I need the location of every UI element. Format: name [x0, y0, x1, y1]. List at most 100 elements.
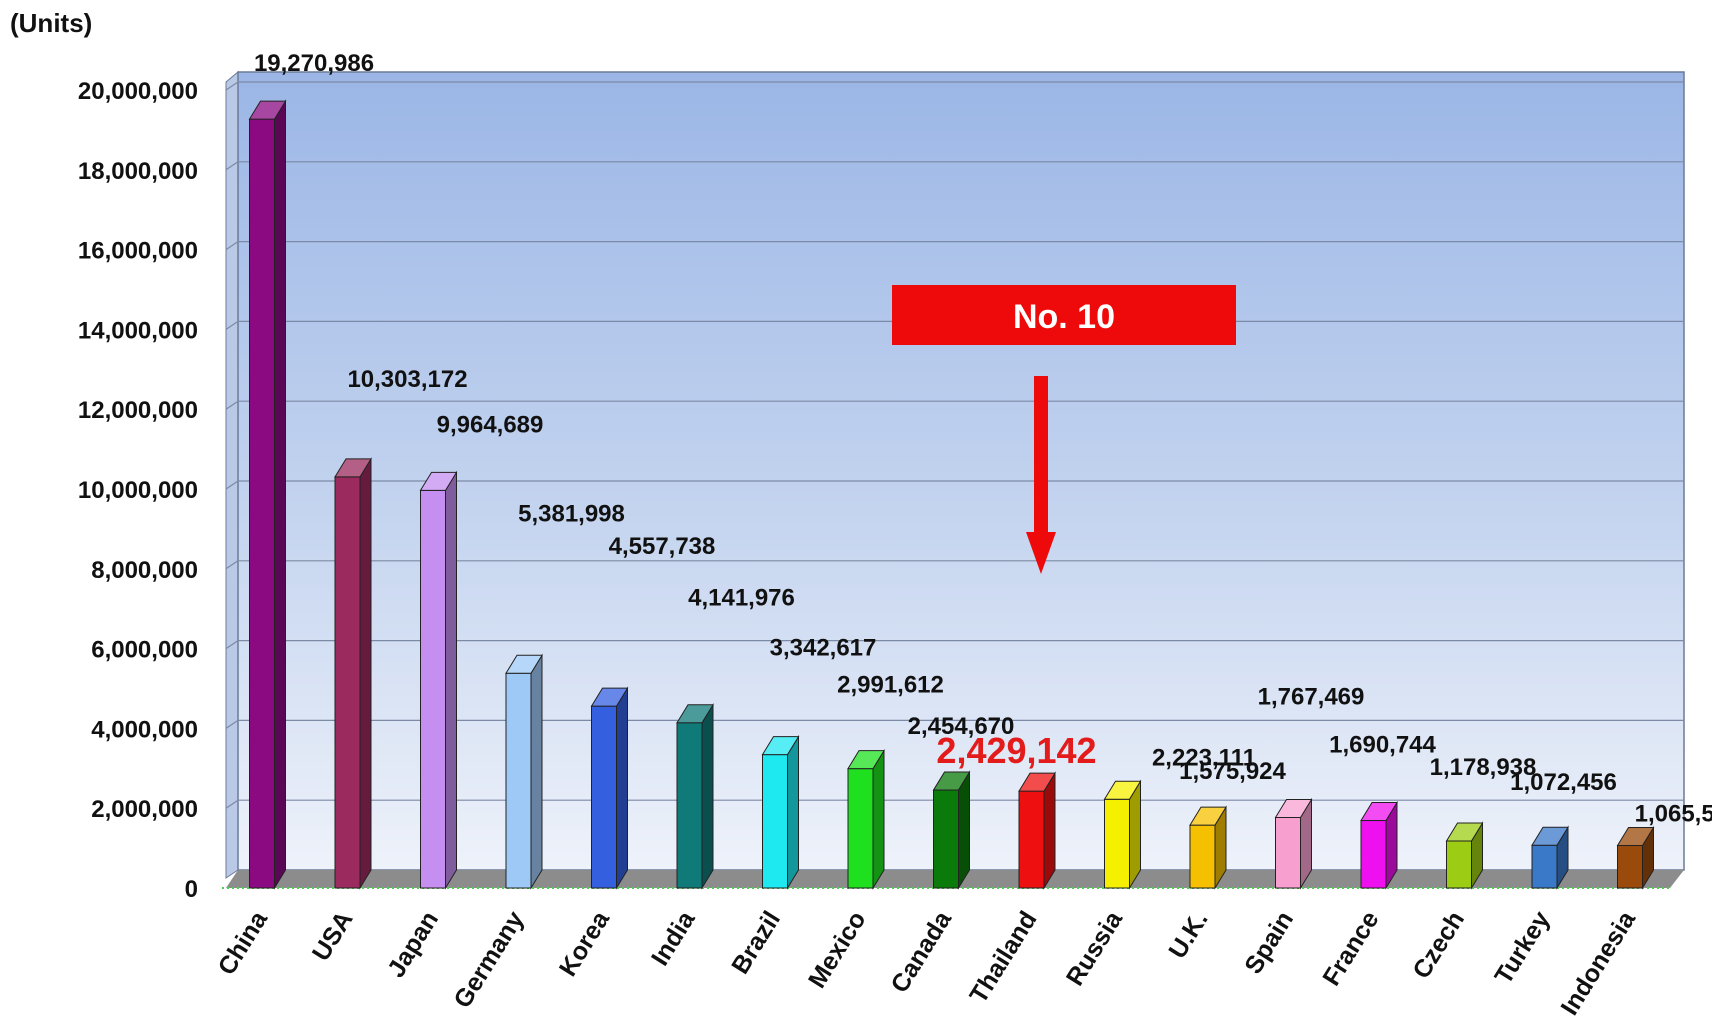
bar-indonesia: [1616, 825, 1655, 890]
data-label-canada: 2,454,670: [908, 713, 1015, 740]
x-tick-label-russia: Russia: [1061, 905, 1129, 990]
y-tick-label: 6,000,000: [91, 637, 198, 664]
bar-side: [616, 686, 628, 890]
x-tick-label-turkey: Turkey: [1489, 906, 1555, 989]
data-label-brazil: 3,342,617: [770, 635, 877, 662]
bar-top: [1018, 772, 1056, 792]
y-tick-label: 16,000,000: [78, 238, 198, 265]
y-axis-ticks: 0 2,000,000 4,000,000 6,000,000 8,000,000 10,…: [78, 78, 198, 903]
bar-germany: [505, 653, 543, 890]
gridline-side: [225, 161, 239, 171]
bar-top: [590, 687, 629, 707]
plot-area: [225, 70, 1685, 879]
bar-front: [1617, 844, 1643, 889]
bar-front: [1446, 840, 1472, 889]
bar-side: [445, 470, 457, 890]
bar-top: [1616, 826, 1655, 846]
y-axis-unit-label: (Units): [10, 8, 92, 38]
data-label-mexico: 2,991,612: [837, 672, 944, 699]
y-tick-label: 18,000,000: [78, 158, 198, 185]
data-label-spain: 1,767,469: [1258, 683, 1365, 710]
data-label-japan: 9,964,689: [437, 411, 544, 438]
bar-front: [1275, 816, 1301, 889]
data-label-france: 1,690,744: [1329, 732, 1436, 759]
bar-top: [1360, 802, 1398, 822]
data-label-czech: 1,178,938: [1430, 754, 1537, 781]
y-tick-label: 2,000,000: [91, 796, 198, 823]
data-label-korea: 4,557,738: [609, 533, 716, 560]
data-label-usa: 10,303,172: [347, 366, 467, 393]
x-tick-label-brazil: Brazil: [726, 906, 786, 979]
bar-top: [419, 471, 458, 491]
data-label-thailand: 2,429,142: [936, 730, 1096, 771]
data-labels: 19,270,986 10,303,172 9,964,689 5,381,998 4,…: [254, 50, 1712, 827]
bar-side: [359, 457, 372, 890]
gridline-side: [225, 480, 239, 490]
bar-top: [505, 654, 543, 674]
bar-front: [676, 722, 703, 889]
bar-brazil: [761, 734, 800, 890]
bar-front: [1360, 820, 1387, 889]
bar-china: [248, 99, 287, 890]
bar-top: [1189, 806, 1227, 826]
bar-front: [762, 754, 788, 889]
bars: [248, 99, 1655, 890]
data-label-turkey: 1,072,456: [1510, 769, 1617, 796]
bar-front: [505, 672, 532, 889]
x-tick-label-indonesia: Indonesia: [1556, 905, 1642, 1020]
bar-top: [1445, 822, 1484, 842]
grid-lines: [225, 81, 1684, 809]
bar-russia: [1103, 779, 1142, 890]
bar-front: [1189, 824, 1216, 889]
data-label-germany: 5,381,998: [518, 500, 625, 527]
bar-turkey: [1531, 825, 1569, 890]
data-label-indonesia: 1,065,557: [1635, 800, 1712, 827]
y-tick-label: 10,000,000: [78, 477, 198, 504]
x-tick-label-spain: Spain: [1239, 906, 1299, 979]
bar-japan: [419, 470, 458, 890]
data-label-u-k: 1,575,924: [1179, 758, 1286, 785]
bar-czech: [1445, 821, 1484, 890]
bar-front: [420, 489, 446, 889]
y-tick-label: 0: [185, 876, 198, 903]
gridline-side: [225, 560, 239, 570]
x-tick-label-germany: Germany: [448, 906, 529, 1013]
callout-arrow-head: [1026, 532, 1056, 574]
bar-usa: [334, 457, 372, 890]
callout-text: No. 10: [1013, 298, 1115, 336]
bar-india: [676, 702, 714, 890]
highlight-callout: No. 10: [892, 285, 1236, 574]
data-label-india: 4,141,976: [688, 585, 795, 612]
bar-front: [847, 768, 874, 889]
x-tick-label-canada: Canada: [885, 905, 957, 997]
bar-spain: [1274, 797, 1313, 890]
bar-france: [1360, 800, 1398, 890]
bar-korea: [590, 686, 629, 890]
gridline-side: [225, 400, 239, 410]
x-axis-ticks: China USA Japan Germany Korea India Brazil Mexi…: [213, 905, 1642, 1020]
x-tick-label-mexico: Mexico: [803, 906, 872, 993]
bar-top: [932, 771, 971, 791]
x-tick-label-thailand: Thailand: [964, 906, 1042, 1008]
bar-side: [530, 653, 543, 890]
gridline-side: [225, 799, 239, 809]
gridline-side: [225, 81, 239, 91]
bar-side: [701, 702, 714, 890]
x-tick-label-japan: Japan: [382, 906, 444, 982]
x-tick-label-france: France: [1317, 906, 1384, 990]
bar-top: [1274, 798, 1313, 818]
bar-top: [847, 750, 885, 770]
y-tick-label: 8,000,000: [91, 557, 198, 584]
bar-front: [591, 705, 617, 889]
bar-side: [958, 770, 970, 890]
y-tick-label: 4,000,000: [91, 716, 198, 743]
bar-side: [787, 734, 799, 890]
x-tick-label-india: India: [646, 905, 701, 970]
x-tick-label-china: China: [213, 905, 274, 980]
bar-front: [1018, 790, 1045, 889]
bar-front: [933, 789, 959, 889]
gridline-side: [225, 320, 239, 330]
bar-front: [1531, 844, 1558, 889]
bar-side: [274, 99, 286, 890]
x-tick-label-usa: USA: [307, 906, 359, 966]
